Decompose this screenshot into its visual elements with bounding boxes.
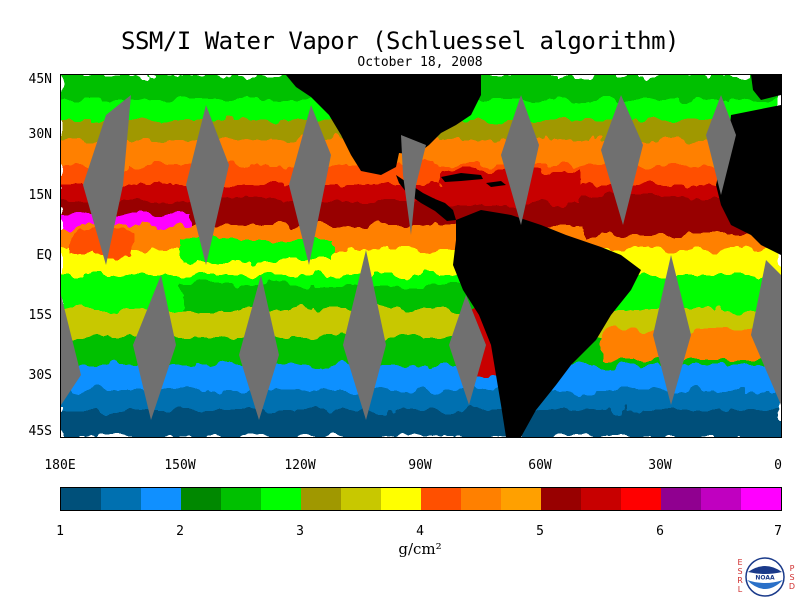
units-label: g/cm²	[398, 540, 442, 558]
lat-label-eq: EQ	[36, 248, 52, 263]
color-scale-cell	[621, 488, 661, 510]
color-scale-cell	[701, 488, 741, 510]
lon-label-0: 0	[774, 458, 782, 473]
color-scale-cell	[541, 488, 581, 510]
color-scale-cell	[221, 488, 261, 510]
color-scale-cell	[581, 488, 621, 510]
lon-label-150w: 150W	[164, 458, 196, 473]
color-scale-cell	[341, 488, 381, 510]
map-title: SSM/I Water Vapor (Schluessel algorithm)	[121, 27, 679, 55]
color-scale-cell	[661, 488, 701, 510]
color-scale-cell	[181, 488, 221, 510]
lon-label-30w: 30W	[648, 458, 672, 473]
color-scale-cell	[101, 488, 141, 510]
color-scale-cell	[741, 488, 781, 510]
noaa-text: NOAA	[755, 575, 775, 582]
lat-label-30n: 30N	[28, 127, 52, 142]
scale-tick-6: 6	[656, 524, 664, 539]
water-vapor-field	[61, 75, 781, 437]
lon-label-60w: 60W	[528, 458, 552, 473]
lat-label-45n: 45N	[28, 72, 52, 87]
color-scale-cell	[421, 488, 461, 510]
lon-label-120w: 120W	[284, 458, 316, 473]
color-scale-cell	[381, 488, 421, 510]
color-scale-cell	[261, 488, 301, 510]
lon-label-90w: 90W	[408, 458, 432, 473]
scale-tick-4: 4	[416, 524, 424, 539]
scale-tick-7: 7	[774, 524, 782, 539]
lat-label-15s: 15S	[28, 308, 52, 323]
color-scale-cell	[61, 488, 101, 510]
lat-label-45s: 45S	[28, 424, 52, 439]
lat-label-30s: 30S	[28, 368, 52, 383]
color-scale-cell	[461, 488, 501, 510]
color-scale-bar	[60, 487, 782, 511]
noaa-seal-icon: NOAA	[745, 557, 785, 597]
lat-label-15n: 15N	[28, 188, 52, 203]
color-scale-cell	[501, 488, 541, 510]
lon-label-180e: 180E	[44, 458, 76, 473]
scale-tick-2: 2	[176, 524, 184, 539]
color-scale-cell	[141, 488, 181, 510]
scale-tick-1: 1	[56, 524, 64, 539]
map-date: October 18, 2008	[357, 55, 483, 70]
water-vapor-map	[60, 74, 782, 438]
scale-tick-3: 3	[296, 524, 304, 539]
color-scale-cell	[301, 488, 341, 510]
scale-tick-5: 5	[536, 524, 544, 539]
